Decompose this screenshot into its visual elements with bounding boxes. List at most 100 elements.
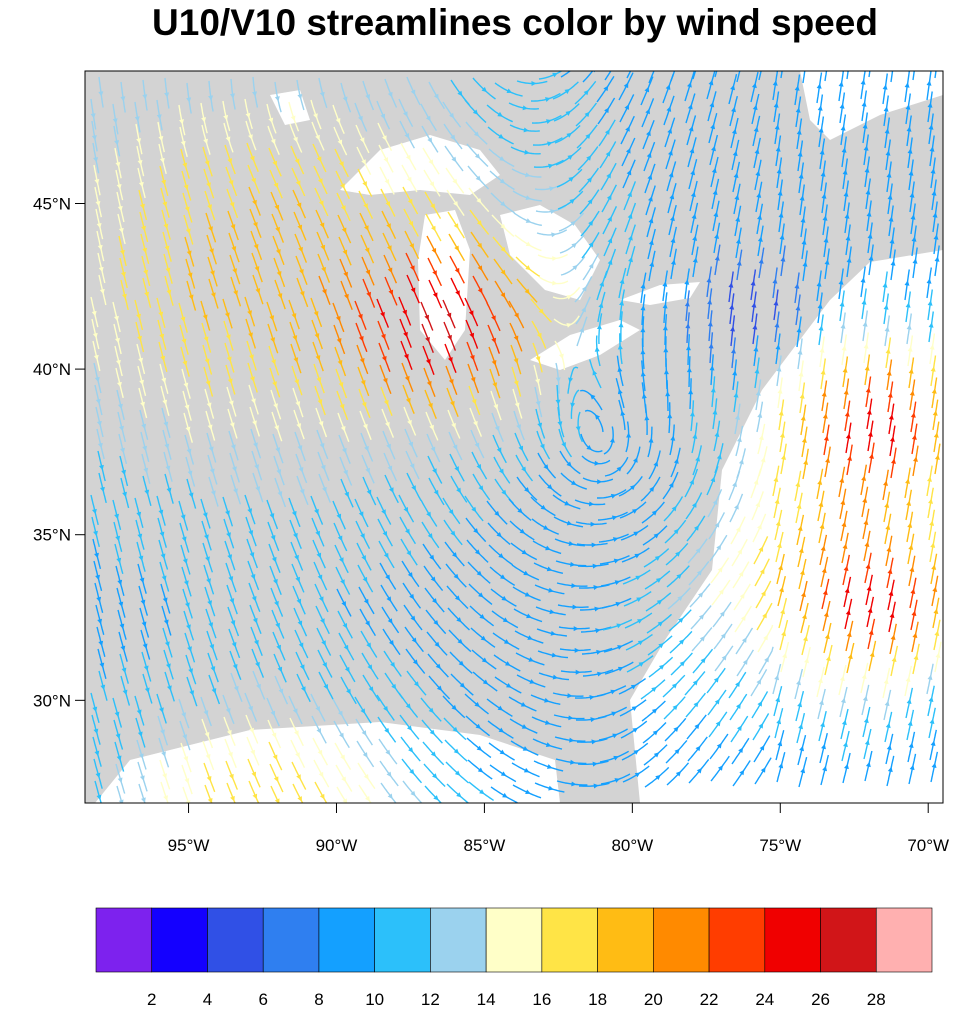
- streamline-arrow: [644, 415, 650, 421]
- streamline-arrow: [753, 479, 759, 485]
- streamline-arrow: [255, 486, 261, 492]
- streamline-arrow: [612, 537, 619, 542]
- streamline-arrow: [735, 238, 741, 244]
- streamline-arrow: [575, 426, 581, 432]
- streamline-arrow: [890, 634, 896, 641]
- streamline-arrow: [662, 303, 668, 309]
- streamline-arrow: [668, 172, 674, 178]
- streamline-arrow: [551, 232, 557, 238]
- streamline-arrow: [100, 684, 106, 691]
- streamline-arrow: [692, 680, 698, 686]
- streamline-arrow: [232, 664, 238, 670]
- streamline-arrow: [499, 156, 505, 161]
- colorbar-label: 16: [532, 990, 552, 1009]
- streamline-arrow: [380, 311, 385, 318]
- streamline-arrow: [673, 726, 679, 732]
- streamline-arrow: [739, 769, 745, 776]
- streamline-arrow: [156, 114, 162, 120]
- streamline-arrow: [590, 521, 596, 527]
- streamline-arrow: [587, 198, 593, 205]
- streamline-arrow: [603, 85, 609, 92]
- streamline-arrow: [523, 767, 530, 773]
- streamline-arrow: [594, 460, 600, 466]
- streamline-arrow: [270, 535, 276, 541]
- streamline-arrow: [247, 508, 253, 514]
- streamline-arrow: [233, 488, 238, 494]
- streamline-arrow: [913, 456, 918, 462]
- streamline-arrow: [367, 664, 373, 670]
- streamline-arrow: [117, 579, 123, 586]
- streamline-arrow: [297, 796, 302, 802]
- streamline-arrow: [229, 773, 234, 780]
- streamline-arrow: [249, 354, 254, 360]
- streamline-arrow: [433, 619, 439, 626]
- streamline-arrow: [841, 719, 847, 726]
- streamline-arrow: [688, 126, 694, 132]
- streamline-arrow: [610, 493, 617, 499]
- streamline-arrow: [732, 370, 738, 376]
- streamline-arrow: [629, 484, 636, 491]
- streamline-arrow: [932, 586, 938, 592]
- streamline-arrow: [804, 657, 809, 664]
- streamline-arrow: [597, 671, 603, 677]
- streamline-arrow: [780, 256, 786, 262]
- streamline-arrow: [843, 565, 849, 572]
- streamline-arrow: [735, 414, 740, 420]
- streamline-arrow: [717, 57, 723, 63]
- streamline-arrow: [481, 657, 488, 663]
- streamline-arrow: [223, 114, 229, 121]
- streamline-arrow: [228, 400, 234, 406]
- streamline-arrow: [189, 690, 195, 696]
- streamline-arrow: [736, 260, 742, 266]
- colorbar-swatch: [541, 907, 598, 973]
- streamline-arrow: [361, 730, 367, 736]
- streamline-arrow: [498, 727, 505, 733]
- streamline: [780, 71, 783, 79]
- streamline-arrow: [757, 524, 762, 530]
- streamline-arrow: [651, 510, 658, 516]
- streamline-arrow: [95, 200, 101, 207]
- streamline-arrow: [841, 345, 847, 351]
- streamline-arrow: [206, 776, 212, 782]
- colorbar-label: 12: [420, 990, 440, 1009]
- streamline-arrow: [357, 313, 363, 320]
- streamline-arrow: [669, 215, 675, 222]
- streamline-arrow: [757, 214, 762, 220]
- streamline-arrow: [652, 730, 659, 736]
- streamline-arrow: [453, 748, 460, 754]
- streamline-arrow: [143, 467, 149, 474]
- streamline-arrow: [741, 637, 747, 643]
- streamline: [912, 71, 915, 81]
- streamline-arrow: [227, 378, 233, 384]
- streamline-arrow: [428, 159, 434, 165]
- streamline-arrow: [388, 640, 394, 646]
- streamline-arrow: [121, 667, 127, 674]
- streamline-arrow: [840, 499, 846, 505]
- streamline-arrow: [905, 676, 911, 683]
- streamline-arrow: [633, 457, 638, 463]
- streamline-arrow: [364, 225, 369, 231]
- streamline-arrow: [776, 168, 782, 174]
- streamline-arrow: [387, 245, 392, 251]
- streamline-arrow: [229, 202, 235, 208]
- streamline-arrow: [889, 238, 895, 244]
- streamline-arrow: [295, 576, 300, 583]
- streamline-arrow: [187, 646, 192, 652]
- streamline-arrow: [299, 291, 305, 297]
- streamline-arrow: [138, 357, 144, 364]
- streamline-arrow: [535, 356, 541, 362]
- streamline-arrow: [645, 108, 650, 115]
- streamline-arrow: [290, 115, 296, 121]
- streamline-arrow: [633, 749, 639, 755]
- streamline-arrow: [758, 723, 764, 729]
- streamline-arrow: [776, 542, 782, 549]
- streamline-arrow: [454, 770, 461, 776]
- streamline-arrow: [122, 689, 128, 696]
- streamline-arrow: [678, 617, 684, 623]
- streamline-arrow: [182, 734, 188, 740]
- streamline-arrow: [716, 454, 722, 460]
- streamline-arrow: [931, 564, 937, 570]
- streamline-arrow: [663, 369, 669, 375]
- streamline-arrow: [359, 137, 365, 143]
- streamline-arrow: [478, 592, 484, 598]
